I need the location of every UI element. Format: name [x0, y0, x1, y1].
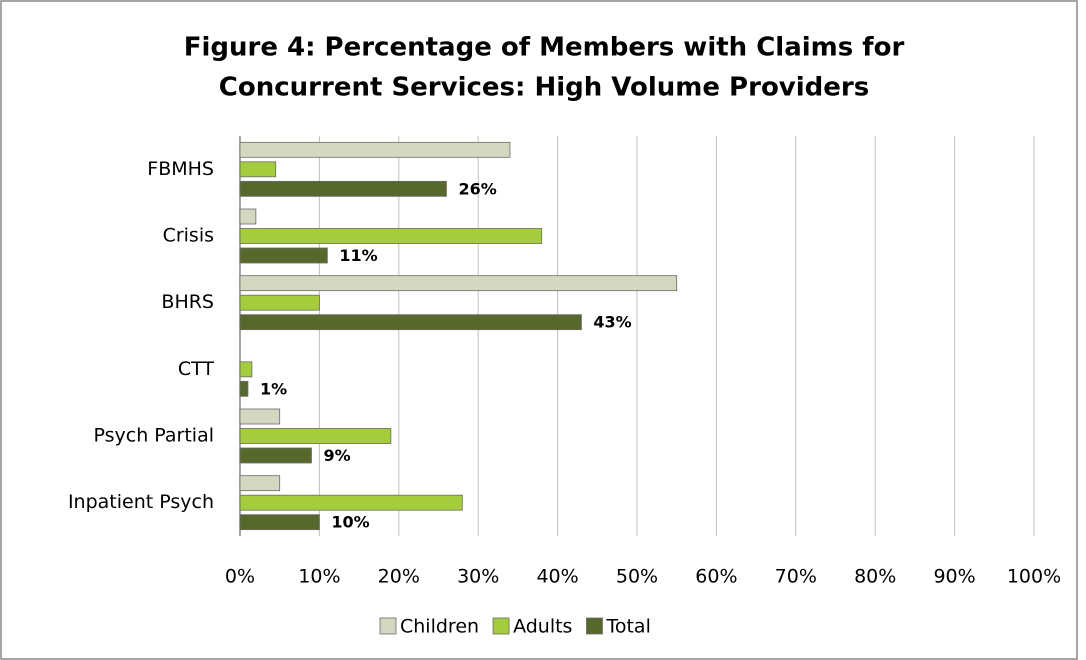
bar — [239, 180, 447, 197]
bar — [239, 494, 463, 511]
x-tick-label: 10% — [298, 566, 340, 588]
x-tick-label: 80% — [854, 566, 896, 588]
x-tick-label: 40% — [536, 566, 578, 588]
bar — [239, 428, 392, 444]
legend-label: Total — [605, 616, 650, 638]
y-tick-label: CTT — [178, 358, 215, 380]
x-tick-label: 100% — [1007, 566, 1061, 588]
data-label: 26% — [458, 179, 496, 198]
legend-swatch — [586, 617, 603, 635]
x-tick-label: 70% — [775, 566, 817, 588]
bar — [239, 161, 277, 178]
legend-label: Children — [400, 616, 479, 638]
bar — [239, 380, 249, 397]
y-tick-label: BHRS — [161, 291, 214, 313]
y-tick-label: Psych Partial — [93, 425, 214, 447]
data-label: 11% — [339, 246, 377, 265]
data-label: 1% — [260, 379, 287, 398]
x-tick-label: 0% — [225, 566, 255, 588]
bar — [239, 361, 253, 378]
bar — [239, 247, 328, 264]
y-tick-label: FBMHS — [147, 158, 214, 180]
legend-swatch — [379, 617, 397, 635]
bar — [239, 514, 320, 531]
y-tick-label: Inpatient Psych — [68, 491, 214, 513]
x-tick-label: 90% — [933, 566, 975, 588]
bar — [239, 314, 582, 331]
bar — [239, 447, 312, 464]
x-tick-label: 50% — [616, 566, 658, 588]
y-tick-label: Crisis — [163, 225, 214, 247]
legend-swatch — [492, 617, 510, 635]
bar — [239, 141, 511, 158]
chart-title: Figure 4: Percentage of Members with Cla… — [184, 33, 905, 63]
x-tick-label: 60% — [695, 566, 737, 588]
bar — [239, 275, 678, 292]
x-tick-label: 30% — [457, 566, 499, 588]
chart-title: Concurrent Services: High Volume Provide… — [219, 73, 869, 103]
x-tick-label: 20% — [378, 566, 420, 588]
data-label: 10% — [331, 513, 369, 532]
legend-label: Adults — [513, 616, 572, 638]
bar — [239, 228, 543, 244]
bar — [239, 408, 281, 425]
data-label: 9% — [323, 446, 350, 465]
bar — [239, 208, 257, 225]
bar — [239, 475, 281, 492]
data-label: 43% — [593, 313, 631, 332]
bar — [239, 294, 320, 311]
